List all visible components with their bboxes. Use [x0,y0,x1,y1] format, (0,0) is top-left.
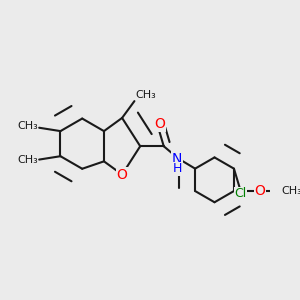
Text: CH₃: CH₃ [17,122,38,131]
Text: O: O [254,184,266,198]
Text: CH₃: CH₃ [17,154,38,165]
Text: Cl: Cl [235,187,247,200]
Text: CH₃: CH₃ [282,186,300,196]
Text: O: O [117,167,128,182]
Text: H: H [172,162,182,175]
Text: CH₃: CH₃ [136,90,157,100]
Text: N: N [172,152,182,166]
Text: O: O [154,118,165,131]
